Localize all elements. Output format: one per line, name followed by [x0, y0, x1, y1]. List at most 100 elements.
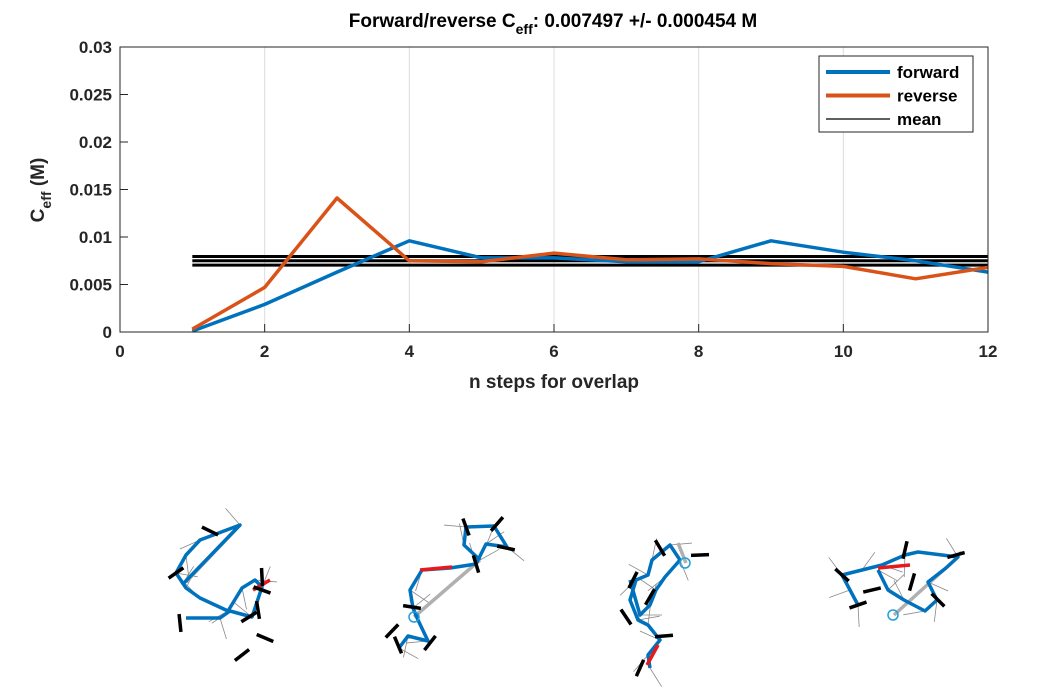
hairline [829, 589, 851, 598]
y-axis-ticks: 0 0.005 0.01 0.015 0.02 0.025 0.03 [69, 38, 128, 342]
y-tick-label: 0 [103, 323, 112, 342]
hairline [479, 548, 500, 561]
base-tick [907, 572, 917, 592]
hairline [857, 604, 860, 627]
base-tick [254, 600, 262, 620]
x-tick-label: 12 [979, 342, 998, 361]
x-tick-label: 6 [549, 342, 558, 361]
base-tick [471, 554, 481, 574]
base-tick [177, 613, 183, 633]
y-tick-label: 0.03 [79, 38, 112, 57]
legend-label-reverse: reverse [897, 87, 958, 106]
base-tick [167, 566, 185, 580]
molecule-structure-1 [167, 508, 277, 662]
chart-title: Forward/reverse Ceff: 0.007497 +/- 0.000… [349, 11, 757, 37]
y-tick-label: 0.01 [79, 228, 112, 247]
base-tick [233, 648, 251, 662]
y-tick-label: 0.015 [69, 181, 112, 200]
end-marker [408, 611, 420, 623]
x-tick-label: 0 [115, 342, 124, 361]
base-tick [384, 623, 400, 639]
hairline [628, 563, 649, 576]
base-tick [862, 586, 882, 594]
hairline [175, 572, 198, 578]
x-axis-label: n steps for overlap [469, 372, 639, 393]
molecule-structure-3 [619, 538, 710, 687]
hairline [219, 617, 227, 640]
hairline [887, 574, 905, 591]
base-tick [901, 540, 909, 560]
molecule-structures-panel [167, 508, 966, 687]
hairline [444, 524, 467, 528]
base-tick [256, 632, 274, 644]
base-tick [930, 592, 946, 608]
backbone-chain [840, 550, 960, 613]
base-tick [848, 600, 868, 610]
end-to-end-connector [412, 558, 482, 619]
series-line-reverse [191, 196, 989, 331]
x-tick-label: 8 [694, 342, 703, 361]
base-tick [392, 636, 404, 654]
molecule-structure-4 [828, 538, 966, 627]
highlight-segment [645, 644, 660, 666]
base-tick [461, 517, 471, 537]
x-tick-label: 2 [260, 342, 269, 361]
base-tick [259, 567, 265, 587]
base-tick [496, 544, 516, 552]
backbone-chain [174, 523, 264, 620]
y-tick-label: 0.005 [69, 276, 112, 295]
hairline [903, 610, 926, 616]
base-tick [423, 634, 437, 652]
base-tick [643, 588, 657, 606]
hairline [669, 542, 692, 546]
base-tick [240, 610, 258, 624]
base-tick [627, 571, 639, 589]
hairline [412, 593, 431, 609]
x-tick-label: 4 [405, 342, 415, 361]
x-grid [264, 47, 844, 332]
y-tick-label: 0.025 [69, 86, 112, 105]
hairline [398, 647, 419, 660]
y-axis-label: Ceff (M) [28, 158, 54, 223]
highlight-segment [419, 565, 453, 572]
legend-label-mean: mean [897, 110, 941, 129]
hairline [485, 531, 505, 545]
base-tick [402, 603, 422, 611]
end-marker [679, 557, 691, 569]
legend-label-forward: forward [897, 63, 959, 82]
base-tick [489, 516, 505, 532]
base-tick [619, 608, 633, 626]
backbone-chain [628, 543, 682, 669]
molecule-structure-2 [384, 516, 525, 660]
hairline [679, 559, 689, 581]
base-tick [654, 633, 674, 639]
hairline [933, 599, 938, 622]
hairline [637, 615, 660, 621]
base-tick [201, 525, 219, 537]
y-tick-label: 0.02 [79, 133, 112, 152]
hairline [861, 551, 876, 571]
base-tick [946, 550, 966, 560]
hairline [893, 580, 905, 601]
hairline [649, 667, 662, 687]
base-tick [653, 539, 667, 557]
base-tick [634, 659, 646, 677]
hairline [225, 508, 241, 526]
legend: forward reverse mean [818, 55, 974, 133]
series-line-forward [191, 239, 989, 333]
end-marker [887, 609, 899, 621]
hairline [241, 587, 247, 610]
x-tick-label: 10 [834, 342, 853, 361]
hairline [185, 554, 190, 577]
x-axis-ticks: 0 2 4 6 8 10 12 [115, 324, 997, 361]
base-tick [690, 552, 710, 558]
base-tick [252, 585, 272, 595]
backbone-chain [397, 524, 509, 650]
end-to-end-connector [676, 542, 688, 564]
hairline [877, 569, 898, 582]
base-tick [834, 567, 850, 583]
hairline [409, 589, 429, 603]
series-lines [191, 196, 989, 333]
highlight-segment [877, 563, 911, 570]
